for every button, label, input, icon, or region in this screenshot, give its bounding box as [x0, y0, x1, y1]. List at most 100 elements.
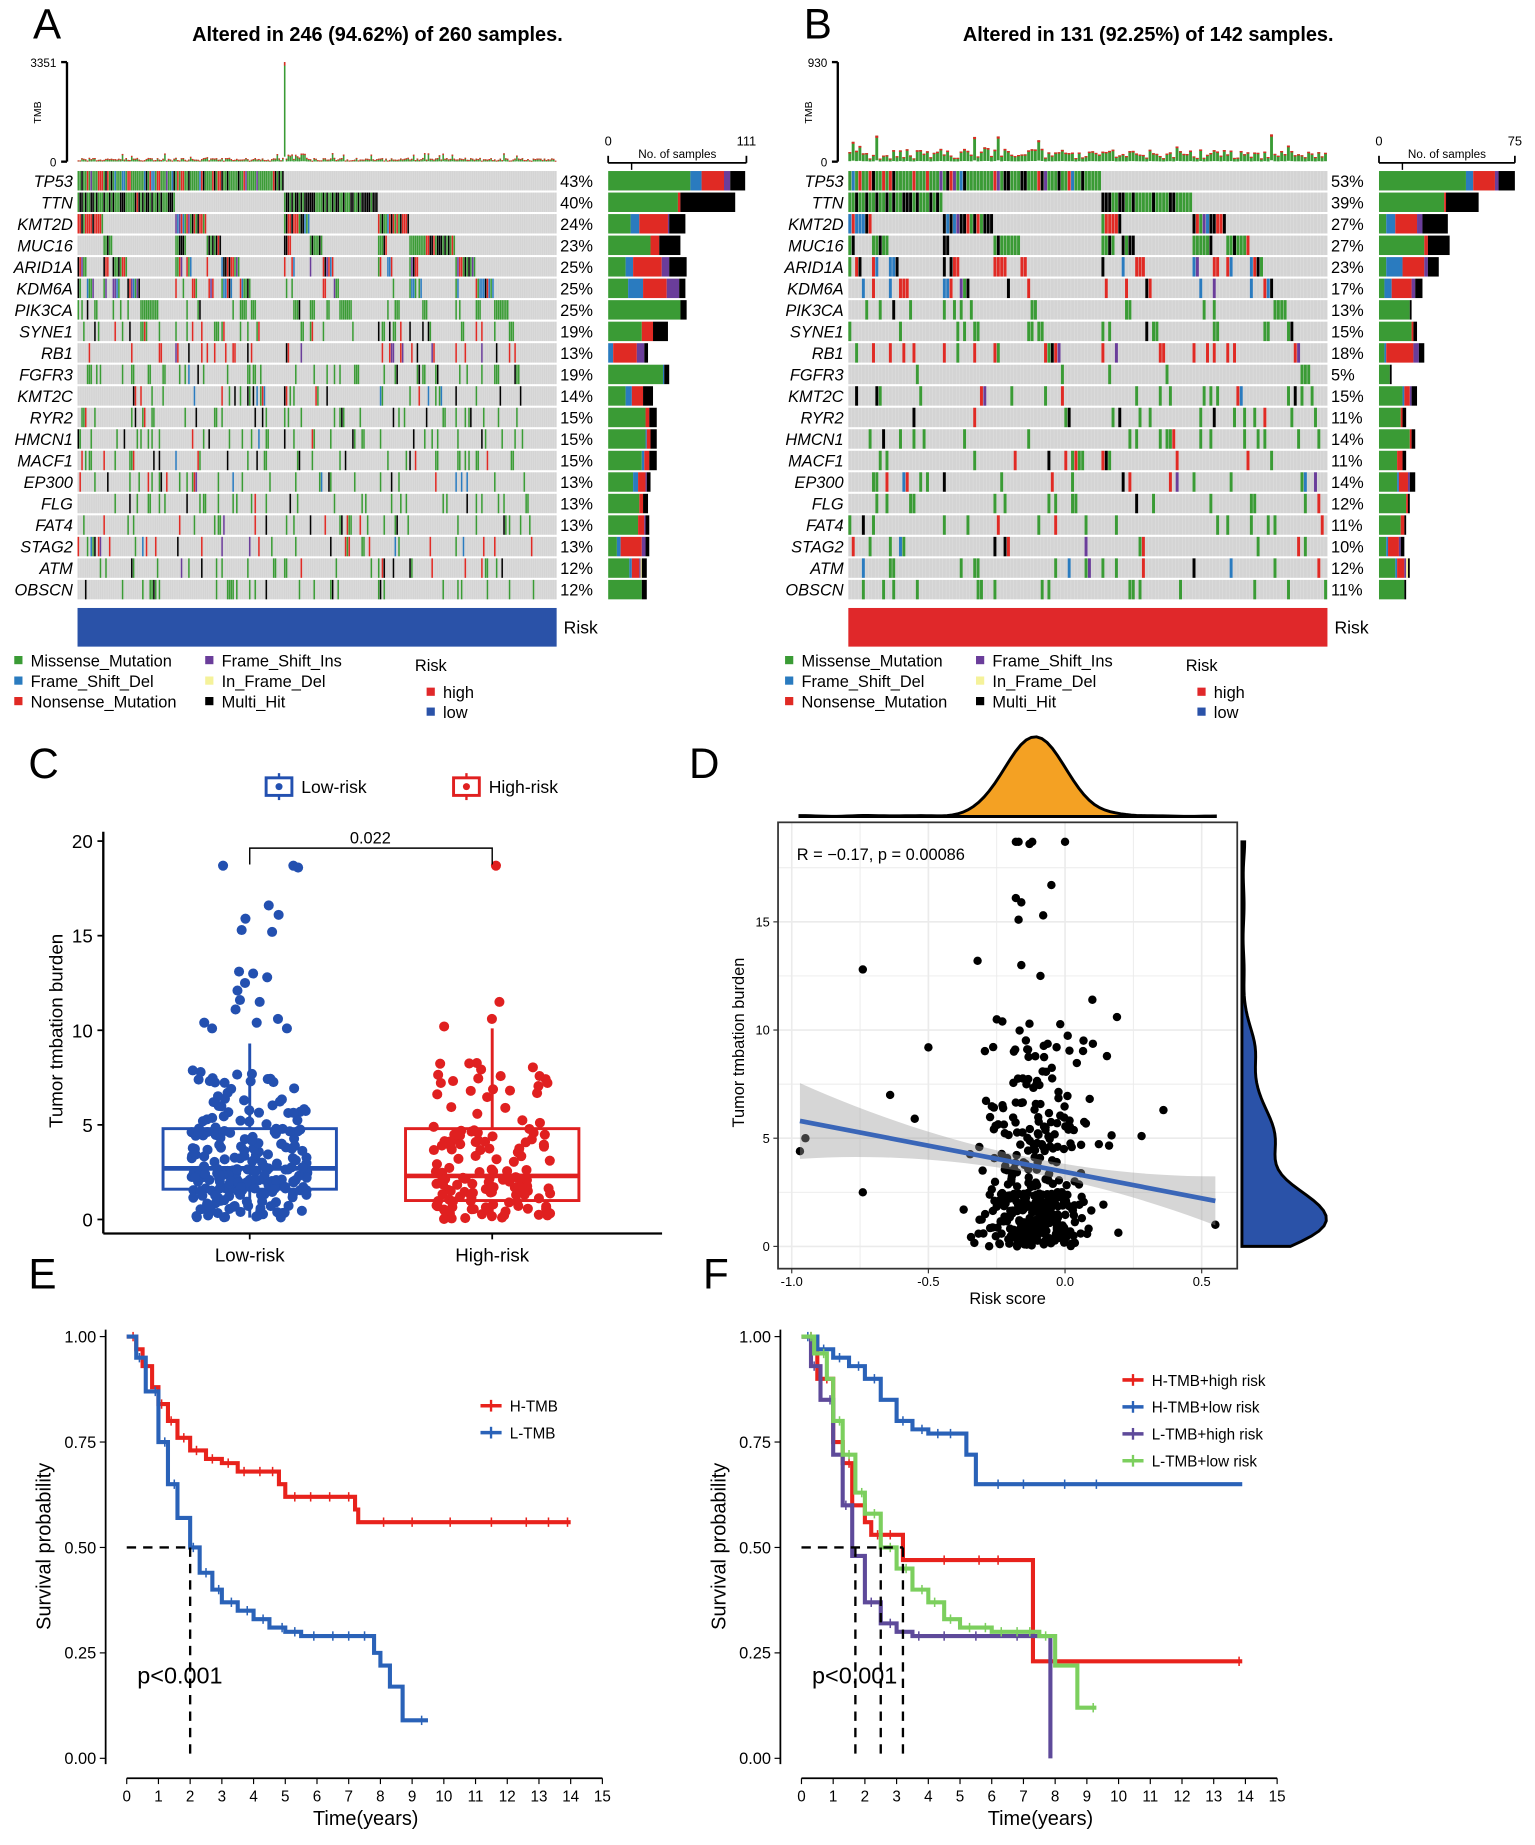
- data-point: [232, 1069, 243, 1080]
- side-bar-segment: [1404, 579, 1407, 600]
- mutation-cell: [1003, 257, 1007, 277]
- data-point: [1112, 1012, 1122, 1022]
- y-tick-label: 10: [756, 1023, 770, 1038]
- mutation-cell: [508, 321, 511, 342]
- tmb-bar: [875, 135, 879, 161]
- mutation-cell: [1202, 386, 1206, 406]
- tmb-bar-nonsense-segment: [464, 157, 467, 159]
- mutation-cell: [140, 386, 142, 406]
- mutation-cell: [79, 214, 82, 234]
- mutation-cell: [912, 407, 916, 428]
- mutation-cell: [963, 171, 967, 191]
- data-point: [271, 1175, 282, 1186]
- data-point: [1061, 1210, 1070, 1220]
- side-bar-segment: [1386, 214, 1396, 234]
- tmb-bar-nonsense-segment: [909, 155, 912, 157]
- mutation-cell: [1077, 171, 1081, 191]
- mutation-cell: [341, 300, 343, 320]
- side-bar-segment: [1378, 579, 1405, 600]
- tmb-bar-nonsense-segment: [462, 159, 465, 161]
- mutation-cell: [328, 192, 330, 212]
- mutation-cell: [193, 278, 196, 299]
- tmb-bar-nonsense-segment: [438, 155, 441, 157]
- mutation-cell: [267, 171, 269, 191]
- mutation-cell: [497, 407, 500, 428]
- tmb-bar: [1047, 152, 1051, 162]
- tmb-bar-nonsense-segment: [162, 158, 164, 160]
- side-bar-segment: [1413, 343, 1419, 363]
- tmb-bar-nonsense-segment: [1219, 155, 1223, 157]
- data-point: [296, 1205, 307, 1216]
- mutation-cell: [418, 386, 421, 406]
- mutation-cell: [855, 343, 859, 363]
- mutation-cell: [153, 171, 155, 191]
- mutation-cell: [1209, 493, 1213, 514]
- tmb-bar: [1084, 156, 1088, 162]
- data-point: [1034, 1117, 1043, 1126]
- data-point: [1017, 960, 1026, 970]
- tmb-bar: [532, 158, 535, 162]
- mutation-cell: [1162, 192, 1166, 212]
- cell-separators: [851, 171, 1325, 602]
- mutation-cell: [142, 321, 144, 342]
- mutation-cell: [329, 192, 332, 212]
- mutation-cell: [427, 235, 430, 256]
- mutation-cell: [458, 450, 461, 471]
- tmb-bar-nonsense-segment: [446, 158, 448, 160]
- side-bar-segment: [1397, 472, 1399, 492]
- mutation-cell: [232, 579, 234, 600]
- side-bar-segment: [1417, 214, 1423, 234]
- mutation-cell: [210, 278, 212, 299]
- gene-label: MACF1: [17, 453, 73, 471]
- tmb-bar: [444, 158, 446, 162]
- data-point: [490, 860, 501, 871]
- mutation-cell: [81, 257, 83, 277]
- mutation-cell: [333, 192, 336, 212]
- mutation-cell: [383, 235, 386, 256]
- mutation-cell: [1273, 558, 1277, 578]
- mutation-cell: [956, 214, 960, 234]
- mutation-cell: [134, 278, 137, 299]
- gene-row-STAG2: STAG2 10%: [791, 536, 1364, 557]
- mutation-cell: [130, 450, 133, 471]
- tmb-bar: [304, 153, 306, 162]
- mutation-cell: [228, 429, 231, 449]
- tmb-bar-nonsense-segment: [519, 158, 522, 161]
- side-bar-segment: [1446, 192, 1479, 212]
- mutation-cell: [197, 300, 199, 320]
- mutation-cell: [1249, 515, 1253, 535]
- mutation-cell: [1249, 257, 1253, 277]
- tmb-bar-nonsense-segment: [1091, 151, 1095, 153]
- risk-annotation-bar: [848, 607, 1328, 647]
- data-point: [251, 1211, 262, 1222]
- mutation-cell: [470, 407, 472, 428]
- mutation-cell: [83, 321, 85, 342]
- mutation-cell: [1243, 235, 1247, 256]
- mutation-cell: [274, 171, 277, 191]
- mutation-cell: [339, 407, 341, 428]
- gene-label: SYNE1: [19, 323, 73, 341]
- data-point: [494, 996, 505, 1007]
- tmb-bar-nonsense-segment: [1027, 150, 1031, 152]
- mutation-cell: [140, 192, 142, 212]
- data-point: [544, 1155, 555, 1166]
- mutation-cell: [996, 257, 1000, 277]
- tmb-bar: [381, 158, 384, 162]
- mutation-cell: [436, 364, 439, 385]
- mutation-cell: [1098, 171, 1102, 191]
- mutation-cell: [232, 171, 234, 191]
- mutation-cell: [366, 515, 369, 535]
- mutation-cell: [1050, 343, 1054, 363]
- mutation-cell: [475, 321, 478, 342]
- gene-label: TP53: [804, 173, 843, 191]
- side-bar-segment: [650, 429, 657, 449]
- box-group-High-risk: [404, 860, 581, 1224]
- tmb-bar-nonsense-segment: [346, 159, 349, 161]
- mutation-cell: [1013, 171, 1017, 191]
- side-bar-segment: [643, 278, 667, 299]
- mutation-cell: [457, 515, 459, 535]
- mutation-cell: [875, 493, 879, 514]
- mutation-cell: [1192, 235, 1196, 256]
- mutation-cell: [138, 472, 140, 492]
- mutation-cell: [250, 429, 253, 449]
